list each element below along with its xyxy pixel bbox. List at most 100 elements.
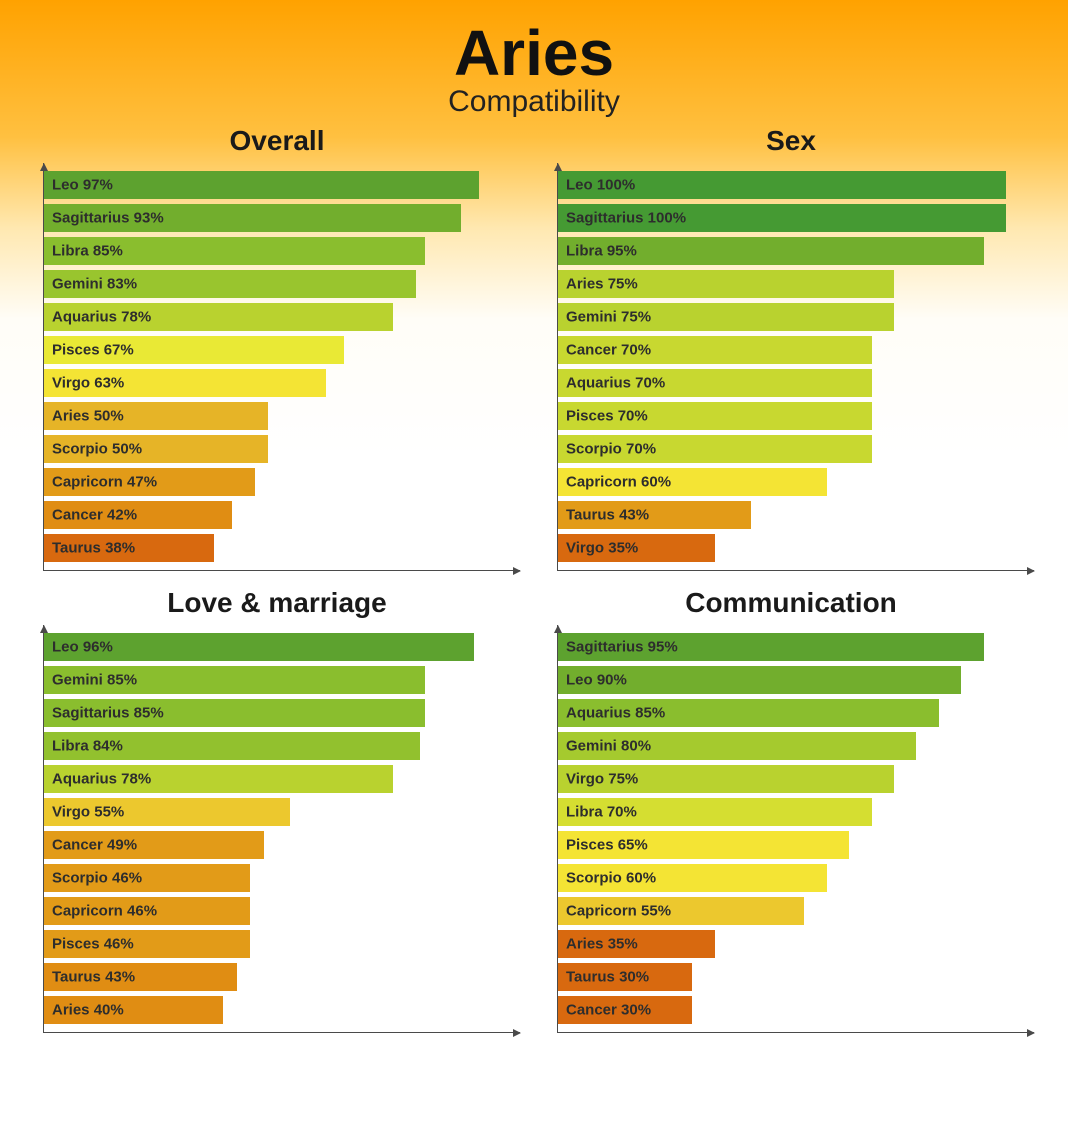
chart: Leo 97% Sagittarius 93% Libra 85% Gemini 83… — [34, 163, 520, 579]
bar: Virgo 35% — [558, 534, 715, 562]
bar: Aquarius 85% — [558, 699, 939, 727]
bar: Gemini 75% — [558, 303, 894, 331]
bar-label: Pisces 46% — [52, 936, 134, 953]
bar: Aries 50% — [44, 402, 268, 430]
bar-label: Pisces 65% — [566, 837, 648, 854]
bar: Virgo 55% — [44, 798, 290, 826]
bar: Taurus 43% — [558, 501, 751, 529]
bar: Sagittarius 100% — [558, 204, 1006, 232]
axis-y — [34, 625, 44, 1041]
page-subtitle: Compatibility — [0, 85, 1068, 119]
panel-communication: Communication Sagittarius 95% Leo 90% Aquar… — [548, 587, 1034, 1041]
header: Aries Compatibility — [0, 0, 1068, 119]
bar: Aquarius 78% — [44, 303, 393, 331]
bar-label: Aquarius 70% — [566, 375, 665, 392]
bar: Libra 85% — [44, 237, 425, 265]
bar: Taurus 38% — [44, 534, 214, 562]
bar-label: Scorpio 50% — [52, 441, 142, 458]
bar-label: Leo 96% — [52, 639, 113, 656]
bar-label: Scorpio 70% — [566, 441, 656, 458]
bar: Capricorn 47% — [44, 468, 255, 496]
bar: Gemini 83% — [44, 270, 416, 298]
bar: Sagittarius 93% — [44, 204, 461, 232]
panel-title: Sex — [548, 125, 1034, 157]
bar: Scorpio 46% — [44, 864, 250, 892]
panel-grid: Overall Leo 97% Sagittarius 93% Libra 85% Ge… — [0, 119, 1068, 1069]
bar: Capricorn 55% — [558, 897, 804, 925]
bar-label: Aries 75% — [566, 276, 638, 293]
panel-sex: Sex Leo 100% Sagittarius 100% Libra 95% Arie… — [548, 125, 1034, 579]
axis-y — [548, 625, 558, 1041]
bar: Pisces 67% — [44, 336, 344, 364]
bar-label: Leo 100% — [566, 177, 635, 194]
bar-label: Cancer 30% — [566, 1002, 651, 1019]
bar: Taurus 43% — [44, 963, 237, 991]
bar: Sagittarius 85% — [44, 699, 425, 727]
bar-label: Taurus 43% — [566, 507, 649, 524]
bar-label: Capricorn 47% — [52, 474, 157, 491]
bar-label: Gemini 85% — [52, 672, 137, 689]
bars: Leo 100% Sagittarius 100% Libra 95% Aries 7… — [558, 171, 1034, 578]
infographic-container: Aries Compatibility Overall Leo 97% Sagitt… — [0, 0, 1068, 1139]
bar-label: Virgo 75% — [566, 771, 638, 788]
bar: Taurus 30% — [558, 963, 692, 991]
bar: Libra 95% — [558, 237, 984, 265]
bar: Capricorn 46% — [44, 897, 250, 925]
bar-label: Sagittarius 85% — [52, 705, 164, 722]
bar: Libra 84% — [44, 732, 420, 760]
bar: Leo 90% — [558, 666, 961, 694]
bar: Aquarius 78% — [44, 765, 393, 793]
bar-label: Sagittarius 95% — [566, 639, 678, 656]
panel-overall: Overall Leo 97% Sagittarius 93% Libra 85% Ge… — [34, 125, 520, 579]
bars-wrap: Sagittarius 95% Leo 90% Aquarius 85% Gemini… — [558, 625, 1034, 1041]
bar-label: Scorpio 60% — [566, 870, 656, 887]
bar: Virgo 63% — [44, 369, 326, 397]
bars-wrap: Leo 97% Sagittarius 93% Libra 85% Gemini 83… — [44, 163, 520, 579]
bar-label: Pisces 70% — [566, 408, 648, 425]
axis-x — [44, 1032, 520, 1033]
bar: Capricorn 60% — [558, 468, 827, 496]
bar: Scorpio 70% — [558, 435, 872, 463]
bar: Cancer 49% — [44, 831, 264, 859]
bar: Virgo 75% — [558, 765, 894, 793]
axis-x — [44, 570, 520, 571]
bar-label: Aries 50% — [52, 408, 124, 425]
bar: Scorpio 60% — [558, 864, 827, 892]
axis-y — [548, 163, 558, 579]
bar-label: Cancer 42% — [52, 507, 137, 524]
bar-label: Libra 70% — [566, 804, 637, 821]
bar-label: Virgo 63% — [52, 375, 124, 392]
bars-wrap: Leo 96% Gemini 85% Sagittarius 85% Libra 84… — [44, 625, 520, 1041]
bar-label: Gemini 80% — [566, 738, 651, 755]
bar: Cancer 30% — [558, 996, 692, 1024]
bar: Aquarius 70% — [558, 369, 872, 397]
bar: Pisces 65% — [558, 831, 849, 859]
bar-label: Virgo 55% — [52, 804, 124, 821]
bar-label: Taurus 30% — [566, 969, 649, 986]
bar: Aries 75% — [558, 270, 894, 298]
bar-label: Taurus 43% — [52, 969, 135, 986]
bar-label: Aquarius 85% — [566, 705, 665, 722]
bar: Gemini 85% — [44, 666, 425, 694]
bar: Aries 35% — [558, 930, 715, 958]
bar-label: Virgo 35% — [566, 540, 638, 557]
panel-title: Overall — [34, 125, 520, 157]
bar-label: Leo 97% — [52, 177, 113, 194]
chart: Leo 96% Gemini 85% Sagittarius 85% Libra 84… — [34, 625, 520, 1041]
bar: Leo 100% — [558, 171, 1006, 199]
bars: Leo 96% Gemini 85% Sagittarius 85% Libra 84… — [44, 633, 520, 1040]
bar-label: Aries 35% — [566, 936, 638, 953]
axis-y — [34, 163, 44, 579]
bar-label: Leo 90% — [566, 672, 627, 689]
panel-title: Communication — [548, 587, 1034, 619]
bar-label: Libra 85% — [52, 243, 123, 260]
bar-label: Capricorn 46% — [52, 903, 157, 920]
bar: Scorpio 50% — [44, 435, 268, 463]
bars: Sagittarius 95% Leo 90% Aquarius 85% Gemini… — [558, 633, 1034, 1040]
bar-label: Cancer 49% — [52, 837, 137, 854]
bar-label: Scorpio 46% — [52, 870, 142, 887]
panel-title: Love & marriage — [34, 587, 520, 619]
bar-label: Aquarius 78% — [52, 771, 151, 788]
bar-label: Cancer 70% — [566, 342, 651, 359]
bar: Leo 97% — [44, 171, 479, 199]
